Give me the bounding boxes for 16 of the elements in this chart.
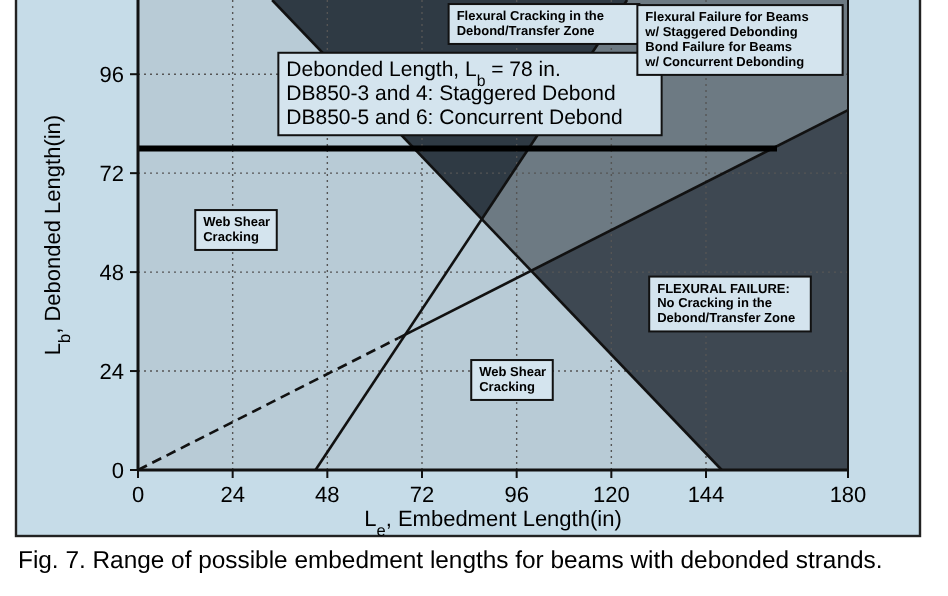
x-axis-title: L$_{e}$, Embedment Length(in) xyxy=(364,508,622,539)
x-tick-label: 120 xyxy=(592,484,630,508)
annotation: Debonded Length, L$_{b}$ = 78 in. DB850-3 and 4: Staggered Debond DB850-5 and 6: Concurrent Debond xyxy=(286,58,623,131)
y-tick-label: 48 xyxy=(99,262,124,287)
x-tick-label: 48 xyxy=(315,484,340,508)
x-tick-label: 180 xyxy=(829,484,867,508)
x-tick-label: 144 xyxy=(687,484,725,508)
x-tick-label: 72 xyxy=(409,484,435,508)
y-tick-label: 24 xyxy=(99,361,124,386)
y-tick-label: 0 xyxy=(111,460,124,484)
caption: Fig. 7. Range of possible embedment lengths for beams with debonded strands. xyxy=(18,546,883,574)
x-tick-label: 24 xyxy=(220,484,245,508)
y-tick-label: 96 xyxy=(99,64,124,89)
x-tick-label: 0 xyxy=(131,484,145,508)
y-tick-label: 72 xyxy=(99,163,124,188)
x-tick-label: 96 xyxy=(504,484,529,508)
